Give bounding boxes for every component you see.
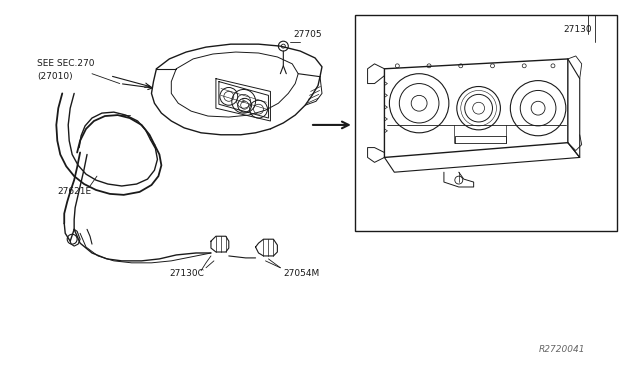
Bar bbox=[355, 15, 618, 231]
Text: R2720041: R2720041 bbox=[539, 345, 586, 354]
Text: 27621E: 27621E bbox=[58, 187, 92, 196]
Text: SEE SEC.270: SEE SEC.270 bbox=[38, 60, 95, 68]
Text: 27054M: 27054M bbox=[284, 269, 319, 278]
Text: (27010): (27010) bbox=[38, 72, 73, 81]
Text: 27130: 27130 bbox=[563, 25, 591, 34]
Text: 27130C: 27130C bbox=[170, 269, 204, 278]
Text: 27705: 27705 bbox=[293, 30, 322, 39]
Text: F: F bbox=[242, 98, 246, 104]
